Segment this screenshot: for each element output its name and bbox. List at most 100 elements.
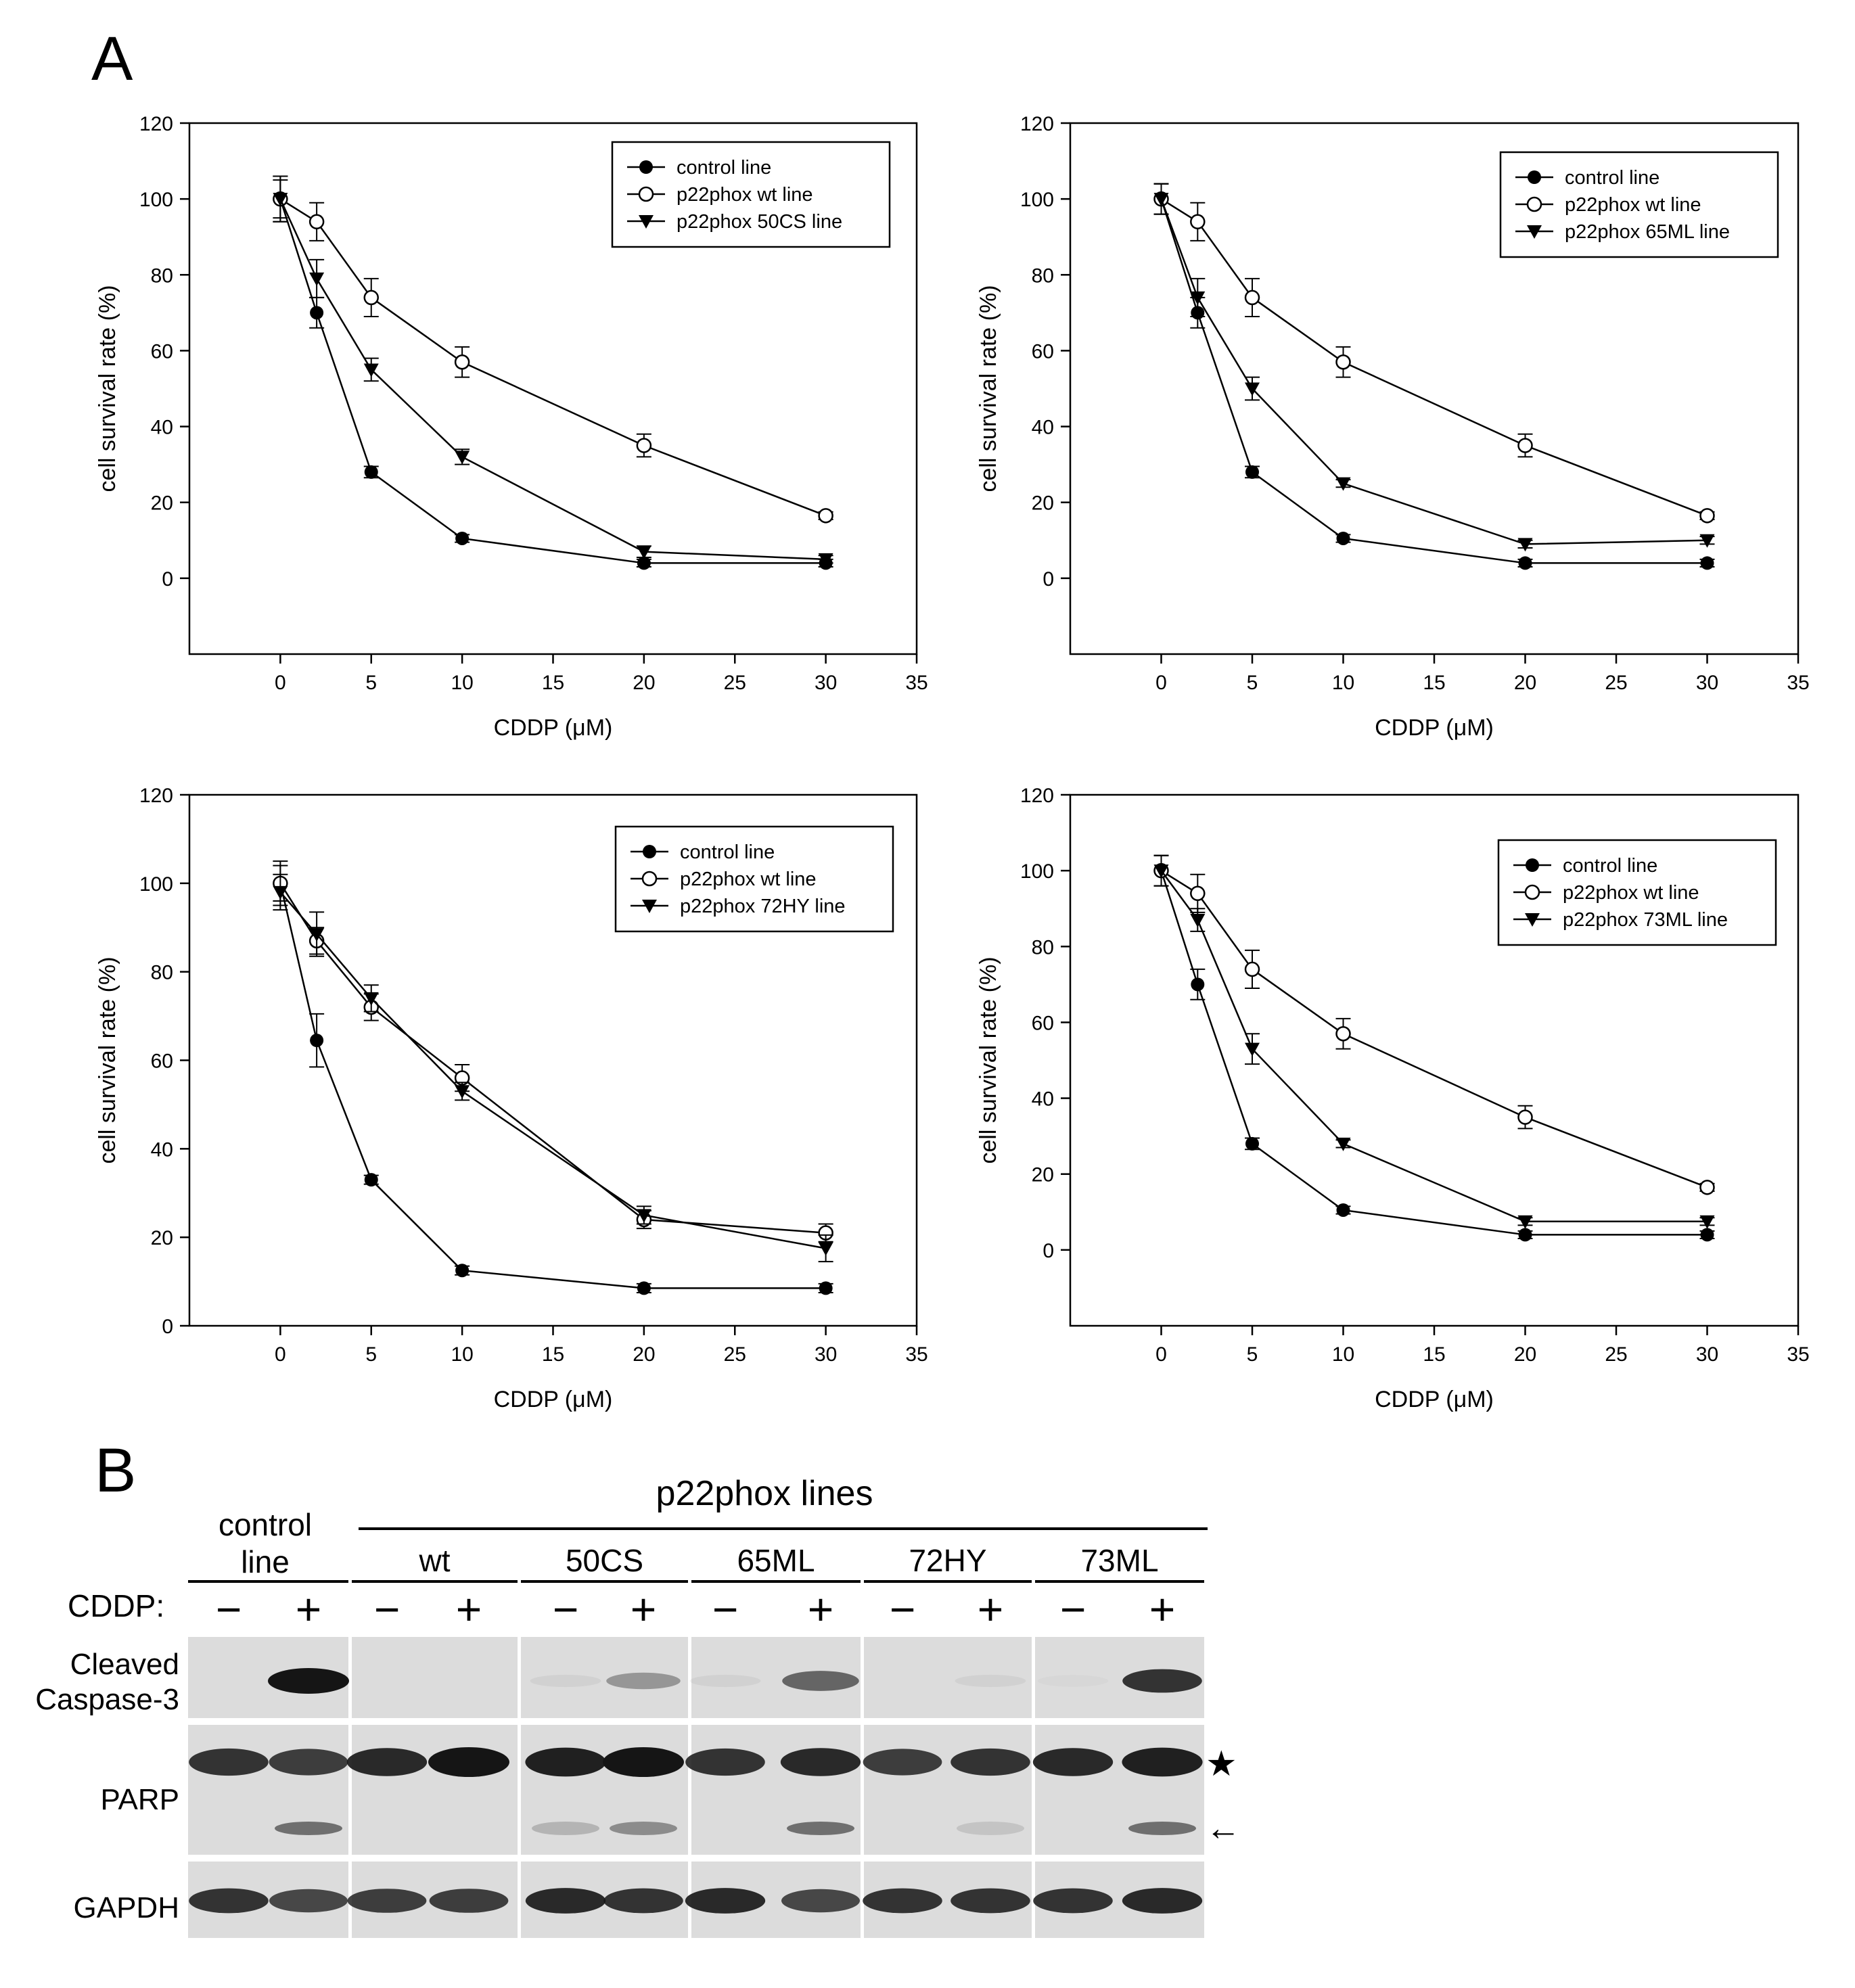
band [951, 1888, 1030, 1914]
data-point [1190, 885, 1206, 902]
band [1122, 1747, 1203, 1777]
band [1122, 1888, 1203, 1914]
data-point [818, 508, 833, 524]
series-3 [273, 179, 833, 567]
data-point [818, 553, 833, 567]
y-axis-label: cell survival rate (%) [95, 285, 120, 492]
y-tick-label: 20 [151, 492, 173, 515]
blot-panel [188, 1725, 348, 1855]
data-point [1190, 214, 1206, 230]
chart-bottom-right: 0 5 10 15 20 25 30 35 0 20 40 60 80 100 120 CDDP (μM) ce… [976, 785, 1810, 1412]
band [685, 1888, 766, 1914]
y-tick-label: 0 [162, 1316, 173, 1338]
x-tick-label: 20 [1514, 672, 1536, 694]
treatment-mark: + [456, 1584, 482, 1634]
series-2 [1153, 183, 1715, 524]
treatment-mark: − [890, 1584, 916, 1634]
x-tick-label: 5 [365, 672, 377, 694]
data-point [1244, 290, 1260, 306]
x-tick-label: 25 [1605, 672, 1627, 694]
legend-label: control line [1563, 855, 1657, 877]
panel-a-label: A [91, 24, 133, 93]
series-line [279, 198, 826, 561]
x-tick-label: 25 [1605, 1343, 1627, 1366]
blot-panel [352, 1725, 518, 1855]
data-point [455, 450, 470, 465]
x-tick-label: 35 [1787, 1343, 1809, 1366]
band [269, 1749, 348, 1776]
data-point [818, 1242, 833, 1256]
data-point [1191, 977, 1205, 992]
data-point [364, 1173, 378, 1187]
group-header: p22phox lines [656, 1474, 873, 1513]
band [863, 1749, 942, 1776]
treatment-mark: − [1060, 1584, 1086, 1634]
band [781, 1889, 860, 1913]
data-point [308, 214, 325, 230]
data-point [454, 354, 470, 370]
data-point [363, 290, 379, 306]
series-3 [1153, 183, 1715, 552]
x-tick-label: 35 [905, 1343, 928, 1366]
control-header-line2: line [241, 1544, 290, 1579]
data-point [1190, 914, 1206, 928]
band [603, 1747, 684, 1777]
data-point [636, 438, 652, 453]
band [685, 1748, 765, 1776]
cleaved-band [957, 1822, 1024, 1835]
data-point [1245, 1136, 1259, 1151]
y-tick-label: 80 [1032, 936, 1054, 958]
data-point [1517, 438, 1533, 453]
blot-panel [1035, 1725, 1204, 1855]
data-point [364, 465, 378, 479]
band [429, 1889, 509, 1913]
data-point [1190, 291, 1206, 305]
x-tick-label: 20 [633, 1343, 655, 1366]
x-tick-label: 35 [905, 672, 928, 694]
data-point [363, 363, 379, 377]
x-tick-label: 15 [1423, 672, 1445, 694]
data-point [1244, 961, 1260, 977]
legend-marker [1526, 196, 1542, 212]
series-line [279, 198, 826, 564]
legend: control line p22phox wt line p22phox 73ML … [1497, 839, 1777, 946]
y-tick-label: 120 [139, 785, 173, 807]
treatment-mark: − [374, 1584, 400, 1634]
legend-marker [642, 900, 657, 913]
legend-label: p22phox wt line [680, 869, 817, 890]
x-tick-label: 15 [542, 1343, 564, 1366]
data-point [1335, 1137, 1351, 1151]
data-point [637, 556, 651, 570]
y-tick-label: 60 [151, 340, 173, 363]
y-tick-label: 40 [1032, 1088, 1054, 1111]
y-tick-label: 100 [1020, 860, 1054, 883]
treatment-label: CDDP: [68, 1588, 164, 1623]
legend-marker [643, 845, 656, 858]
x-tick-label: 5 [1247, 672, 1258, 694]
data-point [1336, 1203, 1350, 1217]
x-tick-label: 10 [451, 1343, 473, 1366]
legend-label: control line [677, 157, 771, 179]
series-line [1160, 870, 1708, 1223]
legend: control line p22phox wt line p22phox 65ML … [1499, 151, 1779, 258]
band [189, 1748, 269, 1776]
y-tick-label: 120 [1020, 785, 1054, 807]
data-point [1245, 382, 1260, 396]
y-tick-label: 20 [1032, 492, 1054, 515]
cleaved-parp-arrow-marker: ← [1206, 1809, 1241, 1848]
legend-label: p22phox 50CS line [677, 211, 842, 233]
y-tick-label: 60 [1032, 1012, 1054, 1034]
treatment-marks: − + − + − + − + − + − + [216, 1584, 1176, 1634]
blot-panel [521, 1725, 688, 1855]
band [189, 1888, 269, 1914]
legend-marker [639, 160, 653, 174]
band [782, 1671, 859, 1691]
x-tick-label: 25 [724, 672, 746, 694]
chart-bottom-left: 0 5 10 15 20 25 30 35 0 20 40 60 80 100 120 CDDP (μM) ce… [95, 785, 928, 1412]
data-point [1700, 1228, 1714, 1242]
data-point [1699, 1215, 1715, 1229]
x-axis-label: CDDP (μM) [1375, 715, 1494, 741]
series-line [1160, 198, 1708, 545]
panel-b: B control line p22phox lines wt 50CS 65ML 7… [35, 1436, 1241, 1938]
row-label: GAPDH [74, 1891, 179, 1924]
